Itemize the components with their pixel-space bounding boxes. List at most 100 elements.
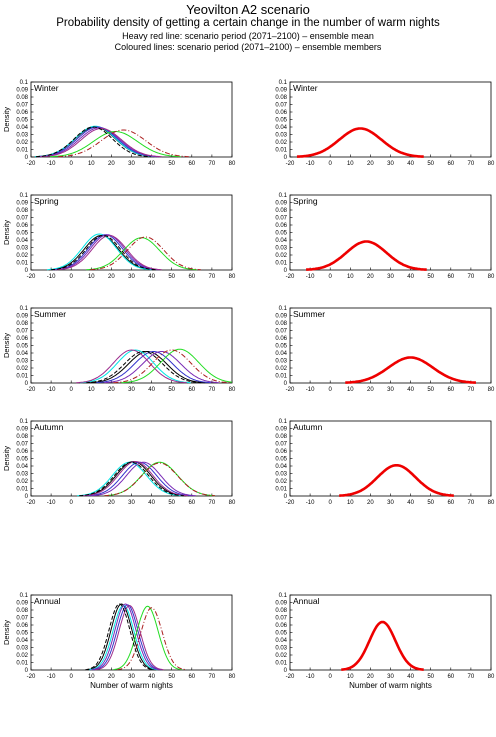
x-tick-label: 20 [367,500,374,506]
x-tick-label: 0 [329,387,333,393]
legend-note-mean: Heavy red line: scenario period (2071–21… [122,31,374,41]
x-tick-label: 0 [70,674,74,680]
y-tick-label: 0.02 [16,653,28,659]
x-tick-label: -10 [47,500,56,506]
x-tick-label: 20 [108,500,115,506]
member-curve [91,461,196,497]
y-tick-label: 0.06 [275,223,287,229]
y-tick-label: 0.02 [275,653,287,659]
y-tick-label: 0.08 [16,608,28,614]
panel-autumn-mean: 00.010.020.030.040.050.060.070.080.090.1… [275,419,495,506]
y-tick-label: 0.03 [16,133,28,139]
y-tick-label: 0 [284,668,288,674]
y-axis-label: Density [2,333,11,358]
member-curve [58,129,189,158]
y-tick-label: 0 [25,381,29,387]
y-tick-label: 0.1 [279,419,288,425]
ensemble-mean-curve [338,463,455,497]
member-curve [47,233,152,271]
legend-note-members: Coloured lines: scenario period (2071–21… [114,42,382,52]
x-tick-label: 80 [488,274,495,280]
y-tick-label: 0.1 [20,80,29,86]
x-tick-label: 80 [229,387,236,393]
y-tick-label: 0.09 [16,427,28,433]
x-tick-label: 60 [447,500,454,506]
member-curve [96,351,211,384]
x-tick-label: 70 [468,674,475,680]
x-tick-label: 50 [168,161,175,167]
panel-autumn-members: 00.010.020.030.040.050.060.070.080.090.1… [2,419,236,506]
y-tick-label: 0.05 [16,344,28,350]
x-tick-label: 30 [387,500,394,506]
x-tick-label: 40 [407,674,414,680]
x-tick-label: 30 [387,674,394,680]
y-tick-label: 0.09 [16,201,28,207]
y-tick-label: 0.02 [16,253,28,259]
y-tick-label: 0.07 [275,329,287,335]
x-tick-label: 20 [367,161,374,167]
x-tick-label: 80 [488,161,495,167]
panel-summer-members: 00.010.020.030.040.050.060.070.080.090.1… [2,306,236,393]
y-tick-label: 0.09 [275,427,287,433]
y-tick-label: 0.02 [16,479,28,485]
x-tick-label: 40 [148,387,155,393]
y-tick-label: 0.09 [275,601,287,607]
y-tick-label: 0.08 [16,208,28,214]
panel-annual-mean: 00.010.020.030.040.050.060.070.080.090.1… [275,593,495,690]
y-tick-label: 0.08 [16,321,28,327]
x-tick-label: 50 [427,274,434,280]
x-tick-label: 60 [188,274,195,280]
plot-frame [30,420,233,497]
member-curve [85,603,154,671]
panel-summer-mean: 00.010.020.030.040.050.060.070.080.090.1… [275,306,495,393]
x-tick-label: 80 [229,500,236,506]
x-tick-label: 10 [88,274,95,280]
y-tick-label: 0.06 [275,449,287,455]
member-curve [83,461,188,497]
x-tick-label: 30 [387,274,394,280]
y-tick-label: 0.01 [16,261,28,267]
y-tick-label: 0.1 [20,306,29,312]
y-tick-label: 0.05 [16,231,28,237]
x-tick-label: 0 [70,387,74,393]
plot-frame [289,307,492,384]
member-curve [90,351,205,384]
y-tick-label: 0.06 [16,110,28,116]
y-tick-label: 0.02 [275,140,287,146]
y-tick-label: 0 [284,155,288,161]
member-curve [35,126,151,158]
plot-frame [289,420,492,497]
y-tick-label: 0.1 [279,593,288,599]
y-tick-label: 0.09 [275,88,287,94]
y-tick-label: 0.07 [275,442,287,448]
x-tick-label: 50 [427,674,434,680]
x-tick-label: 30 [128,674,135,680]
x-tick-label: 40 [407,161,414,167]
panel-winter-members: 00.010.020.030.040.050.060.070.080.090.1… [2,80,236,167]
y-tick-label: 0 [25,155,29,161]
panel-spring-members: 00.010.020.030.040.050.060.070.080.090.1… [2,193,236,280]
y-axis-label: Density [2,220,11,245]
x-tick-label: 50 [168,274,175,280]
x-tick-label: 70 [209,274,216,280]
x-tick-label: 10 [88,387,95,393]
y-tick-label: 0.08 [275,208,287,214]
y-tick-label: 0.02 [275,253,287,259]
y-tick-label: 0.06 [275,336,287,342]
x-tick-label: 30 [128,274,135,280]
y-tick-label: 0.04 [16,238,28,244]
y-tick-label: 0.06 [16,223,28,229]
x-tick-label: 10 [347,674,354,680]
x-tick-label: -20 [27,274,36,280]
x-tick-label: 80 [488,387,495,393]
y-tick-label: 0.07 [16,216,28,222]
member-curve [57,235,162,271]
season-label: Autumn [34,422,64,432]
y-tick-label: 0.07 [16,103,28,109]
ensemble-mean-curve [296,127,425,158]
member-curve [90,236,201,271]
y-tick-label: 0.05 [275,457,287,463]
x-tick-label: 70 [468,274,475,280]
y-tick-label: 0.06 [16,623,28,629]
y-tick-label: 0.01 [16,148,28,154]
